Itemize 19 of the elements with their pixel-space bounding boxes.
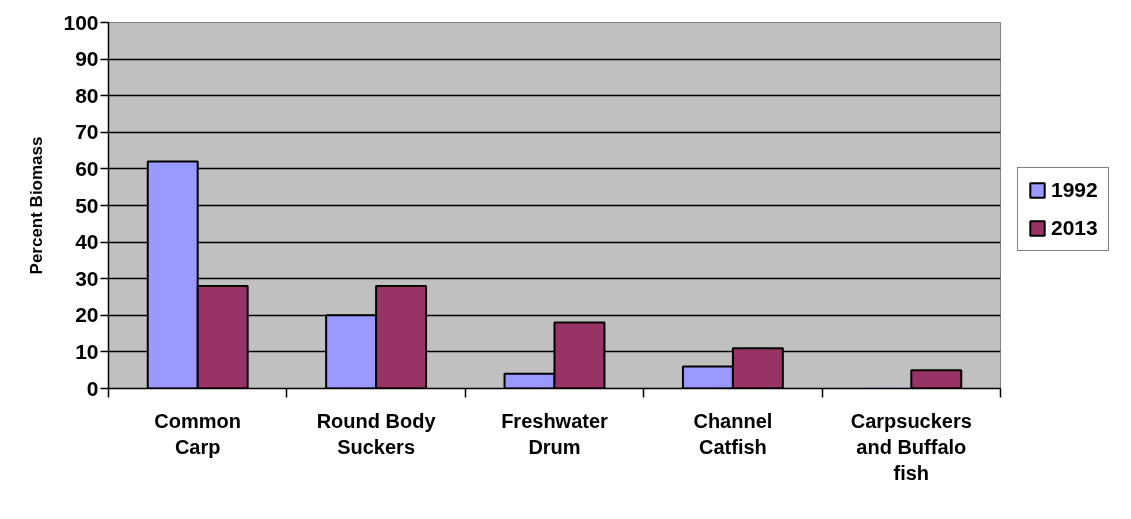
y-tick-label: 10: [75, 339, 99, 363]
y-tick-label: 30: [75, 266, 99, 290]
y-tick-label: 60: [75, 156, 99, 180]
x-tick-label: Freshwater Drum: [501, 409, 609, 458]
y-tick-label: 0: [86, 376, 99, 400]
y-axis-title: Percent Biomass: [27, 136, 47, 275]
y-tick-label: 100: [63, 10, 99, 34]
y-tick-label: 70: [75, 120, 99, 144]
y-tick-label: 90: [75, 47, 99, 71]
legend-label: 2013: [1051, 216, 1098, 240]
y-tick-label: 50: [75, 193, 99, 217]
legend-label: 1992: [1051, 178, 1098, 202]
y-tick-label: 40: [75, 230, 99, 254]
y-tick-label: 20: [75, 303, 99, 327]
x-tick-label: Common Carp: [154, 409, 242, 458]
y-tick-label: 80: [75, 83, 99, 107]
x-tick-label: Channel Catfish: [693, 409, 773, 458]
x-tick-label: Round Body Suckers: [316, 409, 437, 458]
x-tick-label: Carpsuckers and Buffalo fish: [850, 409, 972, 485]
